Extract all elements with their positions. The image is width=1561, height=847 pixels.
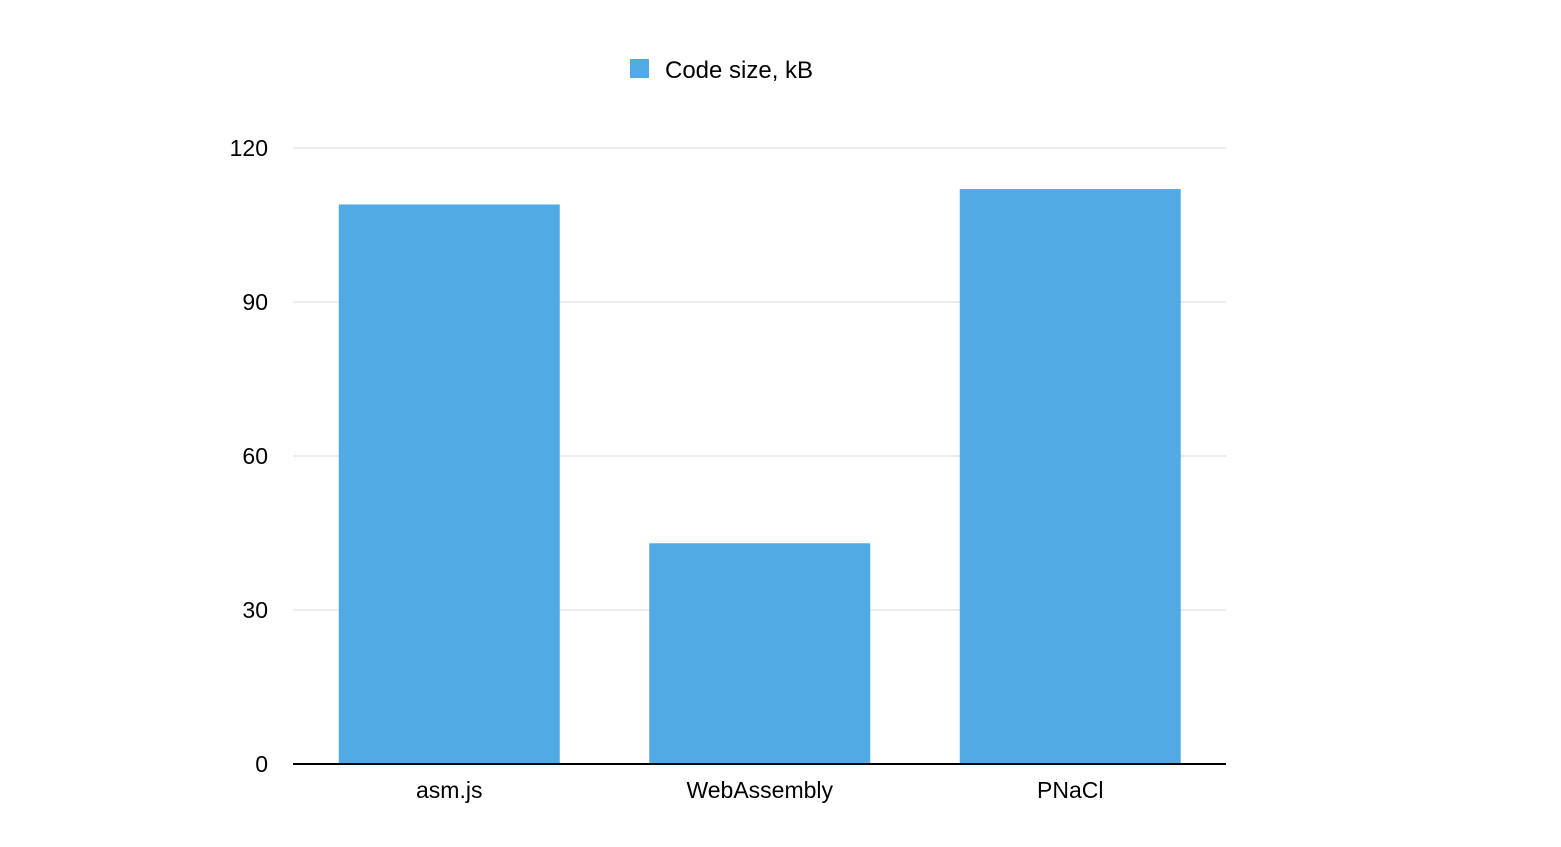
bar: [338, 204, 560, 764]
y-tick-label: 30: [242, 597, 268, 623]
y-tick-label: 90: [242, 289, 268, 315]
y-axis-tick-labels: 0 30 60 90 120: [230, 135, 268, 777]
x-tick-label: asm.js: [416, 777, 482, 803]
x-axis-tick-labels: asm.js WebAssembly PNaCl: [416, 777, 1103, 803]
legend-swatch: [630, 59, 649, 78]
x-tick-label: PNaCl: [1037, 777, 1103, 803]
bars: [338, 189, 1181, 765]
y-tick-label: 0: [255, 751, 268, 777]
y-tick-label: 60: [242, 443, 268, 469]
bar: [649, 543, 871, 764]
bar: [959, 189, 1181, 765]
legend: Code size, kB: [630, 57, 813, 84]
x-tick-label: WebAssembly: [686, 777, 833, 803]
y-tick-label: 120: [230, 135, 268, 161]
legend-label: Code size, kB: [665, 57, 813, 84]
